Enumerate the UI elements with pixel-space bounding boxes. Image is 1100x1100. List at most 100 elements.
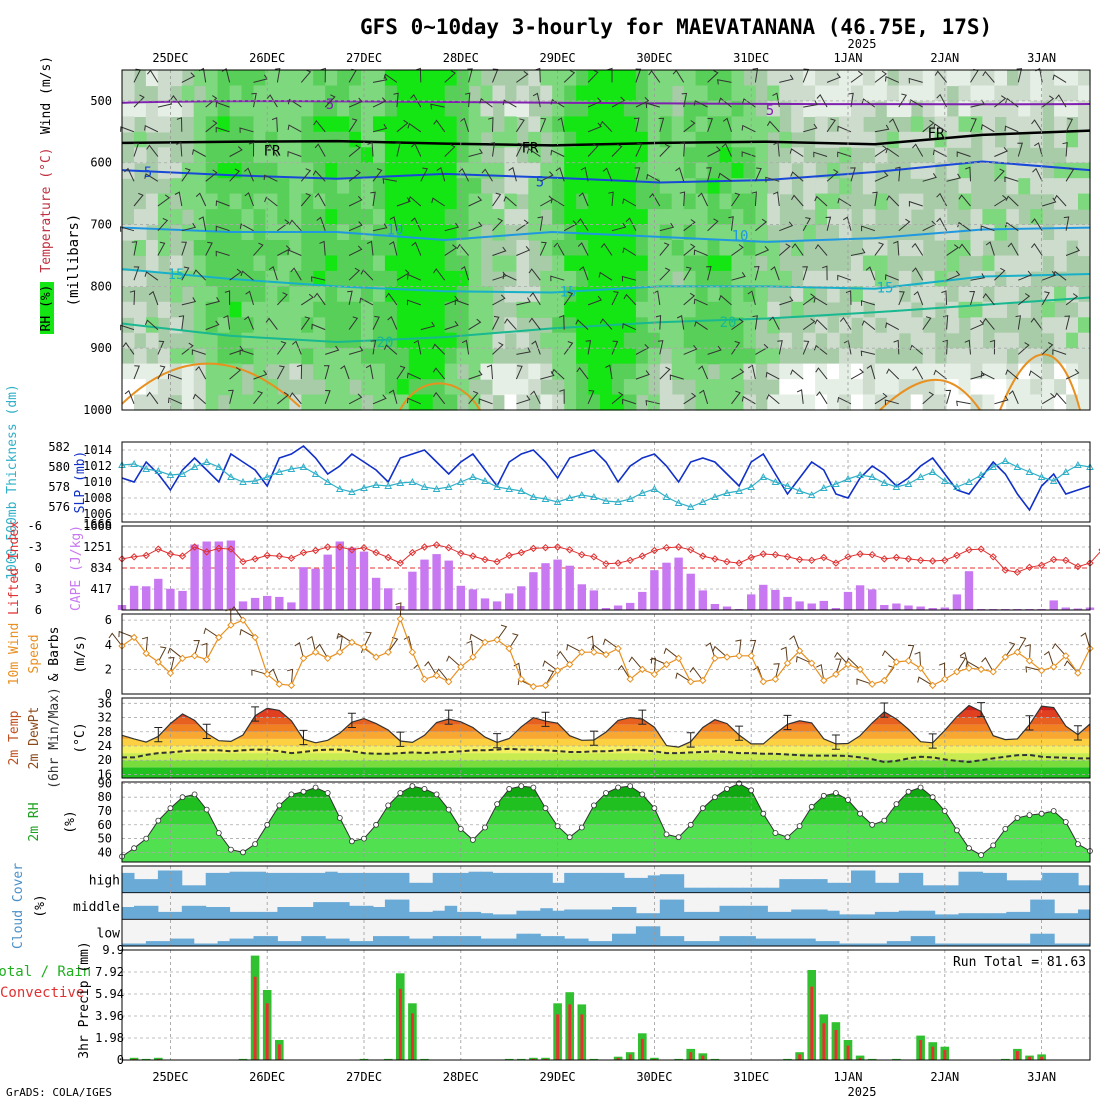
rh-cell: [432, 85, 446, 102]
li-tick-label: 3: [35, 582, 42, 596]
rh-cell: [277, 178, 290, 195]
rh-cell: [169, 255, 183, 272]
wind-speed-point: [360, 643, 368, 651]
rh-cell: [731, 255, 745, 272]
rh-cell: [193, 116, 207, 133]
rh-cell: [205, 116, 219, 133]
rh-cell: [623, 332, 637, 349]
minmax-whisker: [541, 711, 550, 727]
cloud-low-bar: [1054, 943, 1067, 946]
rh-cell: [635, 224, 649, 241]
rh-cell: [384, 116, 398, 133]
upper-wind-barb: [1064, 315, 1071, 330]
precip-convective-bar: [556, 1014, 560, 1060]
upper-wind-barb: [224, 290, 231, 305]
rh-cell: [755, 131, 768, 148]
rh-cell: [874, 193, 888, 210]
rh-legend-swatch: [40, 282, 54, 334]
upper-wind-barb: [683, 344, 698, 355]
thickness-point: [130, 459, 138, 467]
rh-cell: [217, 255, 231, 272]
rh-cell: [432, 332, 446, 349]
rh-cell: [301, 270, 314, 287]
upper-wind-barb: [492, 68, 499, 83]
rh-cell: [552, 147, 565, 164]
rh-cell: [337, 286, 350, 303]
upper-wind-barb: [885, 147, 900, 157]
upper-wind-barb: [683, 392, 697, 405]
rh-point: [1075, 841, 1081, 847]
cape-bar: [517, 586, 526, 610]
rh-cell: [265, 255, 278, 272]
precip-convective-bar: [616, 1057, 620, 1060]
cape-bar: [722, 606, 732, 610]
surface-wind-barb: [749, 639, 757, 656]
cloud-low-bar: [994, 943, 1007, 946]
upper-wind-barb: [814, 243, 828, 256]
upper-wind-barb: [600, 242, 613, 256]
rh-cell: [564, 394, 577, 411]
rh-cell: [229, 193, 243, 210]
upper-wind-barb: [181, 222, 197, 232]
rh-cell: [313, 394, 326, 411]
cloud-low-bar: [492, 938, 505, 946]
rh-cell: [588, 224, 601, 241]
cloud-middle-bar: [277, 907, 290, 920]
upper-wind-barb: [468, 196, 483, 207]
wind-speed-point: [965, 664, 973, 672]
upper-wind-barb: [946, 270, 961, 281]
cloud-low-bar: [946, 943, 960, 946]
upper-wind-barb: [587, 390, 595, 405]
rh-cell: [767, 193, 780, 210]
upper-wind-barb: [348, 97, 363, 108]
rh-cell: [719, 162, 733, 179]
thickness-point: [577, 490, 586, 498]
rh-cell: [564, 100, 577, 117]
rh-cell: [600, 85, 613, 102]
rh-cell: [1030, 85, 1043, 102]
wind-speed-point: [989, 668, 997, 676]
rh-cell: [361, 317, 374, 334]
cloud-middle-bar: [779, 911, 792, 920]
upper-wind-barb: [683, 292, 696, 306]
upper-wind-barb: [348, 169, 361, 182]
rh-cell: [468, 332, 482, 349]
rh-cell: [301, 131, 314, 148]
rh-cell: [205, 348, 219, 365]
rh-cell: [205, 178, 219, 195]
rh-cell: [277, 286, 290, 303]
li-point: [493, 557, 501, 566]
rh-cell: [695, 255, 709, 272]
upper-wind-barb: [608, 191, 614, 207]
surface-wind-barb: [1016, 636, 1027, 653]
thickness-point: [698, 497, 707, 505]
upper-wind-barb: [181, 241, 187, 256]
cloud-high-bar: [815, 879, 828, 893]
upper-wind-barb: [646, 173, 661, 182]
minmax-whisker: [493, 733, 502, 749]
rh-cell: [157, 85, 171, 102]
rh-point: [1002, 826, 1009, 832]
rh-cell: [982, 363, 995, 380]
upper-wind-barb: [622, 323, 637, 331]
cloud-middle-bar: [528, 910, 541, 920]
wind-speed-point: [142, 649, 150, 658]
cloud-low-bar: [301, 936, 314, 946]
rh-cell: [384, 100, 398, 117]
rh-cell: [552, 394, 565, 411]
thickness-point: [553, 497, 562, 505]
upper-wind-barb: [508, 166, 517, 182]
cape-bar: [505, 593, 514, 610]
rh-cell: [134, 209, 147, 226]
rh-cell: [898, 193, 912, 210]
cloud-high-bar: [1054, 872, 1067, 893]
cloud-middle-bar: [910, 910, 924, 920]
cloud-high-bar: [456, 872, 470, 893]
wind-speed-point: [590, 648, 598, 656]
rh-cell: [384, 363, 398, 380]
cloud-middle-bar: [922, 910, 936, 920]
upper-wind-barb: [1041, 291, 1050, 306]
upper-wind-barb: [558, 314, 565, 330]
rh-cell: [205, 363, 219, 380]
